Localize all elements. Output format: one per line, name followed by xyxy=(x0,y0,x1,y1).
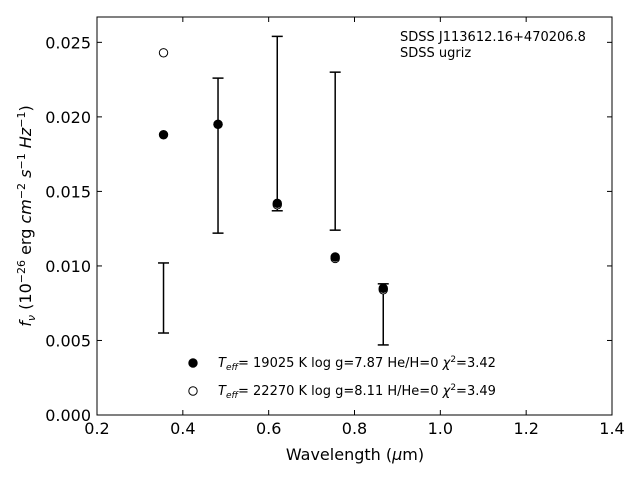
error-bars xyxy=(158,35,389,346)
x-axis: 0.2 0.4 0.6 0.8 1.0 1.2 1.4 xyxy=(84,17,625,438)
data-markers xyxy=(158,48,388,295)
annotation-object-name: SDSS J113612.16+470206.8 xyxy=(400,30,586,45)
legend-marker-open xyxy=(188,386,198,396)
legend-marker-filled xyxy=(188,358,198,368)
legend-entry-2: Teff= 22270 K log g=8.11 H/He=0 χ2=3.49 xyxy=(218,383,496,401)
filled-model-point xyxy=(378,283,388,293)
filled-model-point xyxy=(272,198,282,209)
y-axis-title: fν (10−26 erg cm−2 s−1 Hz−1) xyxy=(15,105,38,326)
y-tick-label: 0.010 xyxy=(45,257,91,276)
legend: Teff= 19025 K log g=7.87 He/H=0 χ2=3.42 … xyxy=(188,355,496,401)
x-axis-title: Wavelength (μm) xyxy=(286,445,424,464)
y-tick-label: 0.020 xyxy=(45,108,91,127)
y-tick-label: 0.015 xyxy=(45,182,91,201)
x-tick-label: 1.0 xyxy=(428,419,453,438)
annotation-filters: SDSS ugriz xyxy=(400,46,471,61)
open-model-point xyxy=(158,48,169,58)
error-bar xyxy=(158,262,170,334)
x-tick-label: 1.2 xyxy=(513,419,538,438)
error-bar xyxy=(329,71,341,231)
y-tick-label: 0.005 xyxy=(45,331,91,350)
y-axis: 0.000 0.005 0.010 0.015 0.020 0.025 xyxy=(45,33,612,425)
x-tick-label: 1.4 xyxy=(599,419,624,438)
x-tick-label: 0.2 xyxy=(84,419,109,438)
y-tick-label: 0.000 xyxy=(45,406,91,425)
filled-model-point xyxy=(213,119,223,130)
filled-model-point xyxy=(330,252,340,262)
x-tick-label: 0.6 xyxy=(256,419,281,438)
error-bar xyxy=(212,77,224,234)
y-tick-label: 0.025 xyxy=(45,33,91,52)
filled-model-point xyxy=(158,130,169,140)
x-tick-label: 0.8 xyxy=(342,419,367,438)
error-bar xyxy=(271,35,283,212)
legend-entry-1: Teff= 19025 K log g=7.87 He/H=0 χ2=3.42 xyxy=(218,355,496,373)
x-tick-label: 0.4 xyxy=(170,419,195,438)
